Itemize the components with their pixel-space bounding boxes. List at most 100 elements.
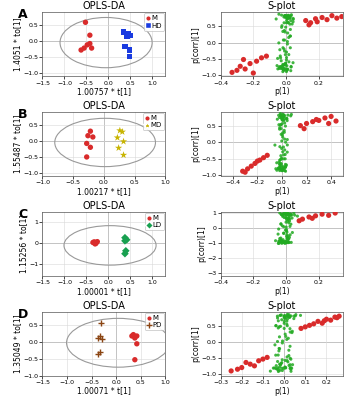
- Point: [279, 238, 285, 245]
- Point: [285, 335, 291, 342]
- Point: [284, 67, 290, 73]
- Point: [275, 318, 281, 324]
- Point: [279, 360, 285, 366]
- Point: [280, 116, 285, 123]
- Point: [281, 20, 287, 26]
- Point: [283, 212, 289, 218]
- Point: [278, 164, 283, 170]
- Point: [122, 250, 128, 257]
- Point: [283, 239, 289, 246]
- Point: [283, 239, 289, 246]
- Point: [276, 240, 281, 247]
- Point: [95, 335, 100, 341]
- Point: [276, 11, 282, 18]
- Point: [324, 16, 330, 23]
- Point: [280, 236, 286, 243]
- Point: [332, 314, 338, 320]
- Point: [289, 111, 294, 118]
- Title: OPLS-DA: OPLS-DA: [82, 101, 125, 111]
- Point: [285, 239, 291, 245]
- Point: [273, 166, 279, 172]
- Point: [278, 131, 284, 138]
- Point: [285, 313, 291, 320]
- Point: [278, 220, 284, 227]
- Point: [287, 21, 293, 27]
- Point: [283, 333, 289, 340]
- Point: [281, 152, 286, 158]
- Point: [273, 352, 279, 358]
- Point: [283, 24, 289, 30]
- Point: [270, 365, 276, 371]
- Point: [273, 287, 279, 294]
- Point: [287, 314, 292, 320]
- Point: [281, 116, 286, 123]
- Point: [313, 16, 318, 22]
- Point: [291, 210, 297, 216]
- Point: [279, 316, 285, 323]
- Point: [287, 211, 293, 217]
- Y-axis label: p(corr)[1]: p(corr)[1]: [191, 26, 200, 62]
- Point: [287, 44, 293, 51]
- Point: [289, 329, 295, 336]
- Point: [277, 124, 282, 131]
- Point: [284, 54, 289, 61]
- Point: [278, 55, 284, 61]
- Point: [287, 218, 292, 224]
- Point: [284, 118, 290, 124]
- Point: [268, 368, 273, 374]
- Point: [280, 212, 286, 218]
- Point: [280, 340, 285, 346]
- Point: [288, 211, 293, 218]
- Point: [260, 335, 266, 342]
- Legend: M, PD: M, PD: [145, 313, 164, 330]
- Point: [240, 168, 246, 174]
- Point: [278, 126, 284, 132]
- X-axis label: 1.00757 * t[1]: 1.00757 * t[1]: [77, 87, 131, 96]
- Point: [275, 365, 281, 371]
- Point: [281, 365, 286, 372]
- Point: [282, 227, 288, 233]
- Point: [278, 122, 284, 128]
- Point: [286, 312, 292, 318]
- Point: [280, 114, 285, 121]
- Point: [276, 65, 282, 72]
- Point: [309, 215, 315, 222]
- Point: [287, 326, 293, 332]
- Point: [264, 53, 269, 59]
- Point: [286, 15, 291, 22]
- Point: [281, 320, 287, 326]
- Point: [321, 318, 327, 324]
- Point: [279, 356, 285, 363]
- Point: [251, 321, 256, 327]
- Point: [295, 213, 300, 219]
- Point: [254, 58, 259, 64]
- Point: [279, 238, 285, 244]
- Point: [279, 240, 284, 246]
- Point: [276, 64, 282, 70]
- Point: [285, 142, 290, 148]
- Point: [289, 12, 294, 18]
- Point: [281, 239, 287, 245]
- Point: [285, 359, 291, 365]
- Y-axis label: 1.35049 * to[1]: 1.35049 * to[1]: [13, 314, 22, 373]
- Point: [117, 127, 123, 134]
- Text: A: A: [18, 8, 28, 21]
- Point: [82, 19, 88, 26]
- Point: [280, 28, 286, 35]
- Point: [270, 292, 276, 298]
- Point: [278, 113, 284, 120]
- Point: [286, 212, 292, 218]
- Point: [274, 160, 280, 166]
- Point: [284, 236, 290, 242]
- Point: [87, 40, 93, 47]
- Point: [280, 213, 285, 220]
- Point: [87, 144, 93, 150]
- Point: [283, 238, 289, 245]
- Point: [280, 167, 286, 174]
- Point: [282, 364, 288, 371]
- Point: [308, 20, 313, 26]
- Point: [276, 324, 282, 330]
- Point: [286, 239, 292, 246]
- Point: [281, 112, 286, 118]
- Point: [279, 120, 285, 127]
